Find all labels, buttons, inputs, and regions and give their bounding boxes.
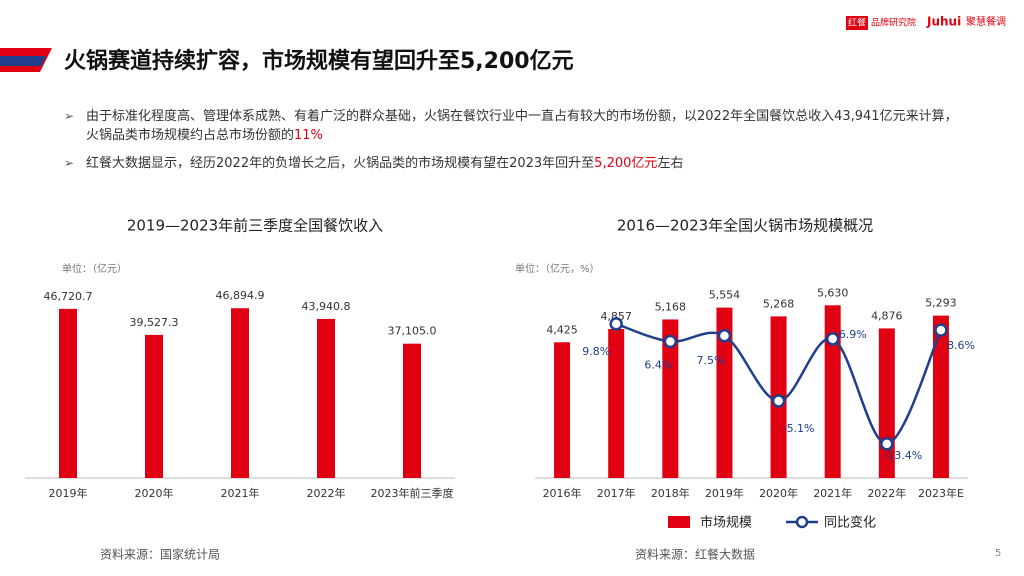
logo-text: 品牌研究院 [871, 17, 916, 29]
bar [145, 334, 163, 478]
legend-swatch [795, 515, 809, 529]
header-band-blue [0, 56, 46, 66]
bullet-text: 红餐大数据显示，经历2022年的负增长之后，火锅品类的市场规模有望在2023年回… [86, 156, 595, 171]
line-marker [717, 329, 732, 343]
line-marker [609, 317, 623, 331]
source: 资料来源：国家统计局 [100, 547, 220, 562]
logo-text: Juhui [926, 15, 961, 29]
value-label: 46,720.7 [44, 290, 93, 303]
unit-label: 单位：（亿元，%） [515, 262, 600, 275]
highlight: 5,200亿元 [594, 156, 658, 171]
line-value-label: 6.4% [644, 358, 672, 371]
x-tick-label: 2020年 [759, 486, 798, 500]
bar [554, 342, 571, 478]
x-tick-label: 2020年 [135, 486, 174, 500]
line-marker [825, 332, 840, 346]
bar [932, 315, 949, 478]
line-marker [880, 437, 894, 451]
bullet: 由于标准化程度高、管理体系成熟、有着广泛的群众基础，火锅在餐饮行业中一直占有较大… [62, 107, 962, 145]
x-tick-label: 2021年 [221, 486, 260, 500]
line-marker [771, 394, 786, 408]
line-value-label: 9.8% [582, 345, 610, 358]
bar [317, 318, 335, 478]
bar [608, 328, 625, 478]
legend-swatch [668, 516, 690, 528]
value-label: 37,105.0 [388, 325, 437, 338]
line-value-label: -13.4% [883, 449, 922, 462]
line-value-label: 8.6% [947, 339, 975, 352]
highlight: 11% [294, 128, 323, 143]
page-number: 5 [995, 548, 1001, 559]
value-label: 5,268 [763, 297, 795, 310]
bullet-text: 由于标准化程度高、管理体系成熟、有着广泛的群众基础，火锅在餐饮行业中一直占有较大… [86, 109, 958, 143]
bullet-text: 左右 [657, 156, 684, 171]
value-label: 5,168 [655, 300, 687, 313]
bar [59, 308, 77, 478]
value-label: 39,527.3 [130, 316, 179, 329]
value-label: 46,894.9 [216, 289, 265, 302]
x-tick-label: 2021年 [813, 486, 852, 500]
bar [824, 305, 841, 478]
value-label: 4,876 [871, 309, 903, 322]
legend-label: 市场规模 [700, 515, 752, 531]
x-tick-label: 2022年 [867, 486, 906, 500]
x-tick-label: 2019年 [49, 486, 88, 500]
x-tick-label: 2016年 [543, 486, 582, 500]
unit-label: 单位：（亿元） [62, 262, 127, 275]
line-value-label: -5.1% [783, 422, 815, 435]
value-label: 5,293 [925, 297, 957, 310]
x-tick-label: 2023年前三季度 [371, 486, 454, 500]
x-tick-label: 2017年 [597, 486, 636, 500]
logo-text: 红餐 [848, 17, 866, 29]
value-label: 5,630 [817, 286, 849, 299]
logo-box [846, 16, 868, 30]
x-tick-label: 2022年 [307, 486, 346, 500]
chart-title: 2016—2023年全国火锅市场规模概况 [617, 217, 873, 235]
logo-text: 聚慧餐调 [966, 15, 1006, 28]
bar [403, 343, 421, 478]
line-value-label: 6.9% [839, 328, 867, 341]
bar [662, 319, 679, 478]
value-label: 5,554 [709, 289, 741, 302]
x-tick-label: 2018年 [651, 486, 690, 500]
chart-title: 2019—2023年前三季度全国餐饮收入 [127, 217, 383, 235]
bullet: 红餐大数据显示，经历2022年的负增长之后，火锅品类的市场规模有望在2023年回… [62, 154, 962, 173]
x-tick-label: 2023年E [918, 486, 964, 500]
bullets: 由于标准化程度高、管理体系成熟、有着广泛的群众基础，火锅在餐饮行业中一直占有较大… [62, 107, 962, 182]
line-marker [663, 334, 678, 349]
value-label: 4,425 [546, 323, 578, 336]
slide-title: 火锅赛道持续扩容，市场规模有望回升至5,200亿元 [64, 48, 574, 74]
x-tick-label: 2019年 [705, 486, 744, 500]
value-label: 4,857 [600, 310, 632, 323]
source: 资料来源：红餐大数据 [635, 547, 755, 562]
line-marker [934, 323, 948, 337]
bar [231, 308, 249, 478]
value-label: 43,940.8 [302, 300, 351, 313]
legend-label: 同比变化 [824, 515, 876, 531]
bar [716, 307, 733, 478]
line-value-label: 7.5% [696, 354, 724, 367]
